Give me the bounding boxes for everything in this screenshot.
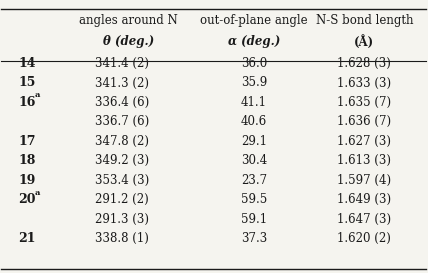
Text: 1.633 (3): 1.633 (3) — [337, 76, 392, 90]
Text: 37.3: 37.3 — [241, 232, 267, 245]
Text: 15: 15 — [18, 76, 36, 90]
Text: 40.6: 40.6 — [241, 115, 267, 128]
Text: 1.627 (3): 1.627 (3) — [337, 135, 391, 148]
Text: 291.3 (3): 291.3 (3) — [95, 213, 149, 226]
Text: α (deg.): α (deg.) — [228, 35, 280, 48]
Text: 35.9: 35.9 — [241, 76, 267, 90]
Text: 1.636 (7): 1.636 (7) — [337, 115, 392, 128]
Text: 20: 20 — [18, 193, 36, 206]
Text: 1.647 (3): 1.647 (3) — [337, 213, 392, 226]
Text: 29.1: 29.1 — [241, 135, 267, 148]
Text: 1.613 (3): 1.613 (3) — [337, 154, 391, 167]
Text: 1.597 (4): 1.597 (4) — [337, 174, 392, 187]
Text: 1.649 (3): 1.649 (3) — [337, 193, 392, 206]
Text: 36.0: 36.0 — [241, 57, 267, 70]
Text: 341.4 (2): 341.4 (2) — [95, 57, 149, 70]
Text: 1.628 (3): 1.628 (3) — [337, 57, 391, 70]
Text: 18: 18 — [18, 154, 36, 167]
Text: angles around N: angles around N — [79, 14, 178, 27]
Text: (Å): (Å) — [354, 35, 374, 49]
Text: 347.8 (2): 347.8 (2) — [95, 135, 149, 148]
Text: θ (deg.): θ (deg.) — [103, 35, 155, 48]
Text: a: a — [35, 91, 40, 99]
Text: N-S bond length: N-S bond length — [315, 14, 413, 27]
Text: 353.4 (3): 353.4 (3) — [95, 174, 149, 187]
Text: 59.1: 59.1 — [241, 213, 267, 226]
Text: 338.8 (1): 338.8 (1) — [95, 232, 149, 245]
Text: out-of-plane angle: out-of-plane angle — [200, 14, 308, 27]
Text: 17: 17 — [18, 135, 36, 148]
Text: 19: 19 — [18, 174, 36, 187]
Text: 336.7 (6): 336.7 (6) — [95, 115, 149, 128]
Text: 1.635 (7): 1.635 (7) — [337, 96, 392, 109]
Text: 59.5: 59.5 — [241, 193, 267, 206]
Text: 1.620 (2): 1.620 (2) — [337, 232, 391, 245]
Text: 349.2 (3): 349.2 (3) — [95, 154, 149, 167]
Text: 21: 21 — [18, 232, 36, 245]
Text: 30.4: 30.4 — [241, 154, 267, 167]
Text: 341.3 (2): 341.3 (2) — [95, 76, 149, 90]
Text: 41.1: 41.1 — [241, 96, 267, 109]
Text: a: a — [35, 189, 40, 197]
Text: 336.4 (6): 336.4 (6) — [95, 96, 149, 109]
Text: 291.2 (2): 291.2 (2) — [95, 193, 149, 206]
Text: 14: 14 — [18, 57, 36, 70]
Text: 23.7: 23.7 — [241, 174, 267, 187]
Text: 16: 16 — [18, 96, 36, 109]
